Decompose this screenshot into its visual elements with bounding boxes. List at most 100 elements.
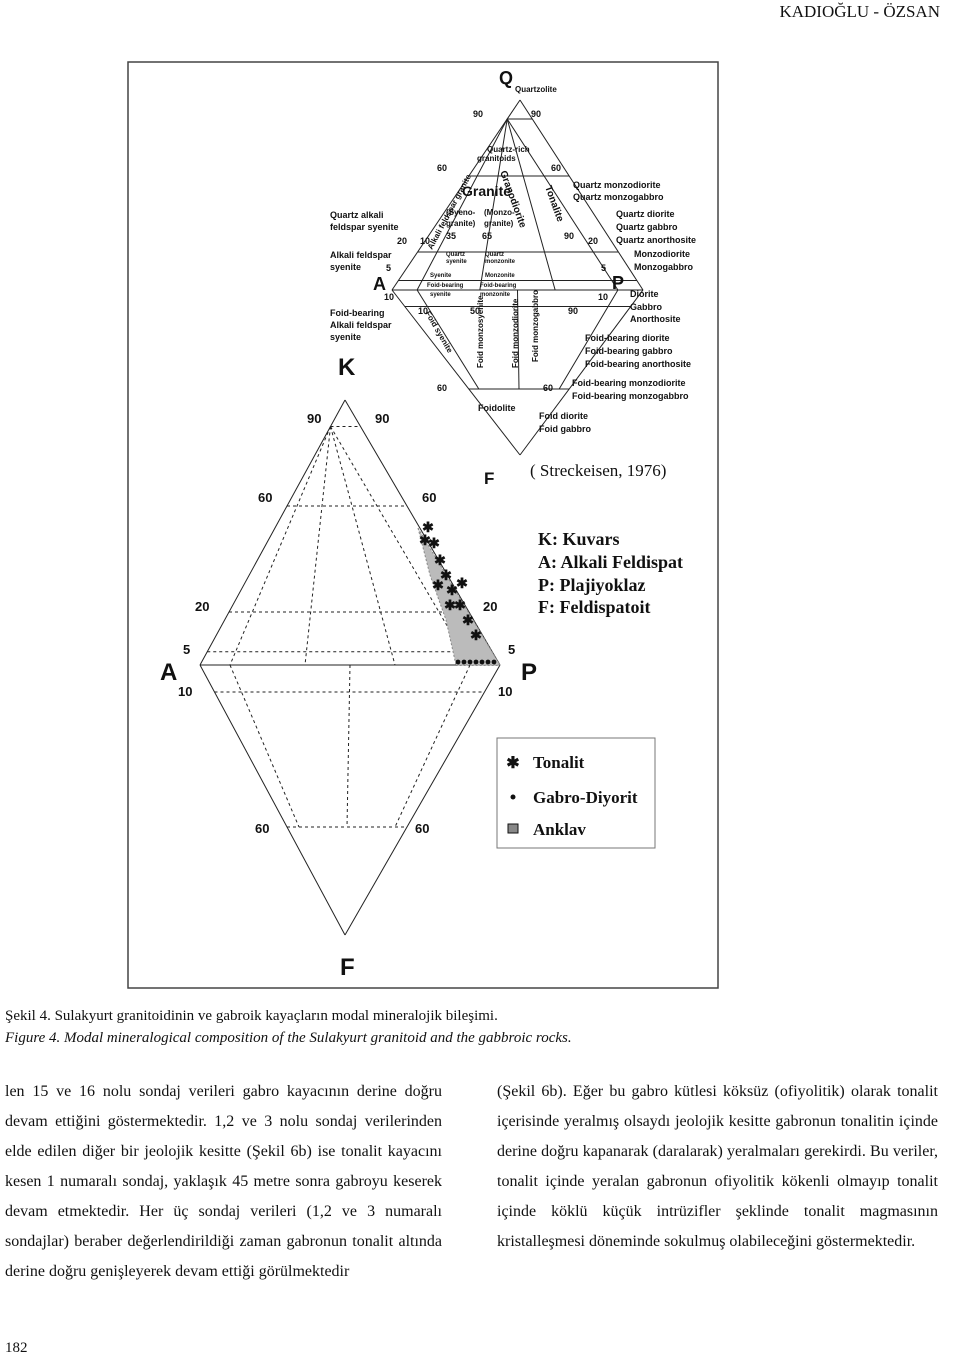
tonalit-point: ✱ bbox=[419, 532, 431, 548]
diagram-line bbox=[344, 664, 501, 936]
diagram-line bbox=[391, 289, 521, 456]
rock-label: Monzogabbro bbox=[634, 262, 693, 272]
tonalit-point: ✱ bbox=[456, 575, 468, 591]
field-number: 60 bbox=[422, 490, 436, 505]
field-number: 60 bbox=[543, 383, 553, 393]
rock-label: Anorthosite bbox=[630, 314, 681, 324]
tonalit-point: ✱ bbox=[446, 582, 458, 598]
field-number: 60 bbox=[255, 821, 269, 836]
tonalit-point: ✱ bbox=[454, 597, 466, 613]
tonalit-point: ✱ bbox=[470, 627, 482, 643]
rock-label: Alkali feldspar bbox=[330, 320, 392, 330]
vertex-label: K bbox=[338, 354, 356, 381]
field-label: granitoids bbox=[477, 154, 516, 163]
tonalit-point: ✱ bbox=[444, 597, 456, 613]
diagram-line bbox=[199, 399, 346, 666]
field-number: 50 bbox=[470, 306, 480, 316]
gabro-point bbox=[473, 659, 479, 665]
diagram-line bbox=[229, 664, 300, 828]
legend-label: Gabro-Diyorit bbox=[533, 788, 638, 807]
rock-label: Alkali feldspar bbox=[330, 250, 392, 260]
gabro-point bbox=[479, 659, 485, 665]
field-label: Foidolite bbox=[478, 403, 516, 413]
vertex-label: Q bbox=[499, 68, 513, 88]
field-number: 90 bbox=[531, 109, 541, 119]
field-label: monzonite bbox=[485, 259, 516, 265]
field-label: monzonite bbox=[480, 292, 511, 298]
vertex-label: P bbox=[521, 659, 537, 686]
diagram-line bbox=[391, 99, 521, 291]
legend-symbol bbox=[510, 794, 516, 800]
field-number: 20 bbox=[588, 236, 598, 246]
field-label: (Syeno- bbox=[446, 208, 476, 217]
rock-label: Monzodiorite bbox=[634, 249, 690, 259]
field-label: Monzonite bbox=[485, 273, 515, 279]
field-number: 90 bbox=[568, 306, 578, 316]
field-label: Quartz bbox=[446, 252, 465, 258]
rock-label: Foid-bearing gabbro bbox=[585, 346, 673, 356]
field-number: 5 bbox=[386, 263, 391, 273]
diagram-line bbox=[330, 426, 396, 666]
tonalit-point: ✱ bbox=[440, 567, 452, 583]
rock-label: feldspar syenite bbox=[330, 222, 399, 232]
gabro-point bbox=[491, 659, 497, 665]
rock-label: syenite bbox=[330, 262, 361, 272]
figure: ( Streckeisen, 1976) Q A P F Quartzolite Quar… bbox=[127, 61, 719, 989]
legend-symbol: ✱ bbox=[506, 755, 519, 772]
field-label: (Monzo- bbox=[484, 208, 515, 217]
abbreviation: K: Kuvars bbox=[538, 529, 620, 549]
field-number: 5 bbox=[183, 642, 190, 657]
field-label: Foid-bearing bbox=[427, 283, 464, 289]
caption-tr: Şekil 4. Sulakyurt granitoidinin ve gabr… bbox=[5, 1008, 498, 1024]
field-number: 10 bbox=[418, 306, 428, 316]
field-label: syenite bbox=[430, 292, 451, 298]
field-number: 20 bbox=[397, 236, 407, 246]
field-label: Quartzolite bbox=[515, 85, 557, 94]
field-number: 90 bbox=[564, 231, 574, 241]
diagram-line bbox=[517, 289, 520, 390]
caption-en: Figure 4. Modal mineralogical compositio… bbox=[5, 1030, 572, 1046]
field-number: 10 bbox=[178, 684, 192, 699]
field-label: Syenite bbox=[430, 273, 452, 279]
rock-label: Quartz monzodiorite bbox=[573, 180, 661, 190]
tonalit-point: ✱ bbox=[422, 519, 434, 535]
rock-label: Foid-bearing diorite bbox=[585, 333, 670, 343]
rock-label: Gabbro bbox=[630, 302, 663, 312]
field-label: Foid syenite bbox=[423, 310, 454, 355]
diagram-line bbox=[394, 664, 471, 828]
field-label: syenite bbox=[446, 259, 467, 265]
field-label: Foid-bearing bbox=[480, 283, 517, 289]
tonalit-point: ✱ bbox=[434, 552, 446, 568]
diagram-line bbox=[344, 399, 501, 666]
running-title: KADIOĞLU - ÖZSAN bbox=[779, 2, 940, 21]
vertex-label: F bbox=[484, 469, 494, 488]
field-number: 65 bbox=[482, 231, 492, 241]
body-right: (Şekil 6b). Eğer bu gabro kütlesi köksüz… bbox=[497, 1083, 938, 1250]
field-number: 60 bbox=[551, 163, 561, 173]
field-number: 60 bbox=[258, 490, 272, 505]
field-label: Quartz bbox=[485, 252, 504, 258]
abbreviation: P: Plajiyoklaz bbox=[538, 575, 645, 595]
rock-label: Foid diorite bbox=[539, 411, 588, 421]
rock-label: Foid-bearing bbox=[330, 308, 385, 318]
anklav-area bbox=[417, 527, 501, 666]
field-label: Quartz-rich bbox=[487, 145, 530, 154]
vertex-label: A bbox=[373, 274, 386, 294]
diagram-line bbox=[346, 664, 351, 828]
vertex-label: P bbox=[612, 273, 624, 293]
diagram-lines bbox=[199, 99, 644, 936]
vertex-label: F bbox=[340, 954, 355, 981]
diagram-line bbox=[416, 118, 508, 291]
field-number: 20 bbox=[195, 599, 209, 614]
field-number: 5 bbox=[508, 642, 515, 657]
diagram-line bbox=[229, 426, 331, 666]
rock-label: Foid gabbro bbox=[539, 424, 591, 434]
figure-frame bbox=[127, 61, 719, 989]
gabro-point bbox=[485, 659, 491, 665]
source: ( Streckeisen, 1976) bbox=[530, 461, 666, 480]
field-number: 20 bbox=[483, 599, 497, 614]
tonalit-point: ✱ bbox=[432, 577, 444, 593]
diagram-line bbox=[519, 289, 644, 456]
field-label: Foid monzosyenite bbox=[476, 295, 485, 368]
